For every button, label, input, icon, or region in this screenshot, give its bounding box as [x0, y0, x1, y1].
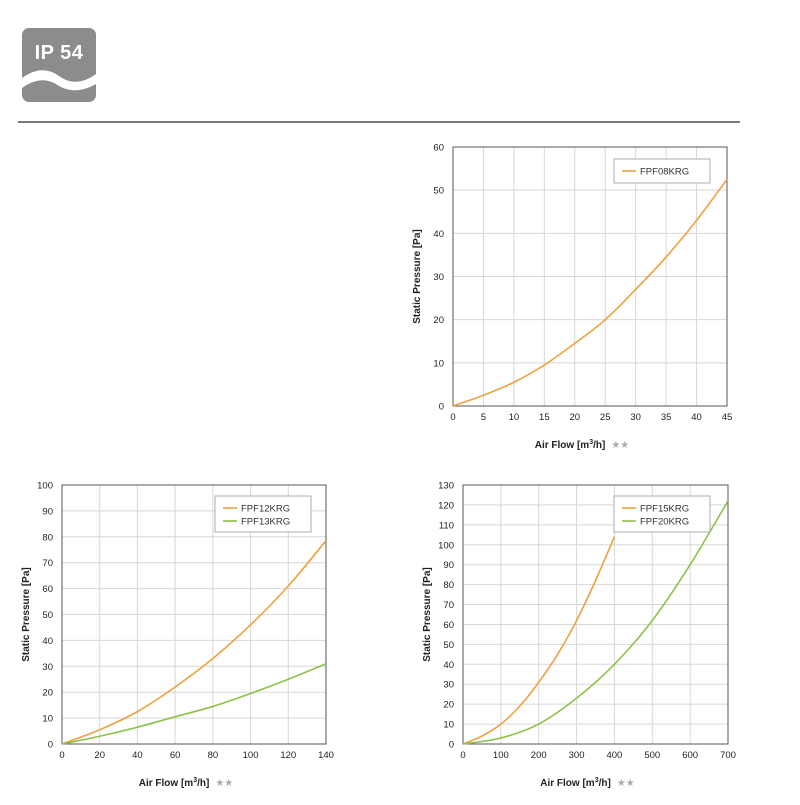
x-axis-label: Air Flow [m3/h] ★★ [540, 777, 635, 789]
y-tick-label: 80 [42, 532, 53, 543]
plot-frame [452, 146, 728, 407]
legend-label: FPF15KRG [640, 504, 689, 515]
wave-icon [22, 70, 96, 91]
y-tick-label: 10 [433, 358, 444, 369]
x-tick-label: 10 [509, 412, 520, 423]
y-tick-label: 70 [42, 558, 53, 569]
series-line-fpf08krg [452, 178, 728, 407]
x-tick-label: 40 [691, 412, 702, 423]
x-tick-label: 0 [460, 750, 465, 761]
y-tick-label: 90 [42, 506, 53, 517]
chart-svg: 0 5 10 15 20 25 30 35 40 45 0 10 20 30 40 50 60 FPF08KRG S… [412, 143, 733, 452]
y-tick-label: 130 [438, 481, 454, 492]
y-tick-label: 100 [438, 540, 454, 551]
y-tick-label: 30 [42, 662, 53, 673]
y-axis-label: Static Pressure [Pa] [21, 567, 32, 662]
series-line-fpf20krg [462, 500, 729, 745]
x-tick-label: 20 [569, 412, 580, 423]
x-axis-label: Air Flow [m3/h] ★★ [139, 777, 234, 789]
y-tick-label: 60 [433, 143, 444, 154]
x-tick-label: 140 [318, 750, 334, 761]
x-tick-label: 60 [170, 750, 181, 761]
y-tick-label: 70 [443, 600, 454, 611]
x-tick-label: 5 [481, 412, 486, 423]
y-tick-label: 40 [443, 660, 454, 671]
x-tick-label: 100 [243, 750, 259, 761]
series-line-fpf13krg [61, 662, 327, 745]
y-tick-label: 10 [42, 714, 53, 725]
series-line-fpf15krg [462, 536, 616, 745]
y-tick-label: 20 [42, 688, 53, 699]
x-tick-label: 80 [208, 750, 219, 761]
y-tick-label: 80 [443, 580, 454, 591]
y-tick-label: 90 [443, 560, 454, 571]
legend-label: FPF13KRG [241, 517, 290, 528]
y-tick-label: 50 [42, 610, 53, 621]
legend-label: FPF12KRG [241, 504, 290, 515]
chart-fpf15-fpf20: 0 100 200 300 400 500 600 700 0 10 20 30 40 50 60 70 80 9… [408, 475, 753, 800]
x-tick-label: 120 [280, 750, 296, 761]
x-tick-label: 45 [722, 412, 733, 423]
legend-box [214, 495, 312, 533]
y-tick-label: 100 [37, 481, 53, 492]
x-tick-label: 600 [682, 750, 698, 761]
y-axis-label: Static Pressure [Pa] [422, 567, 433, 662]
y-axis-label: Static Pressure [Pa] [412, 229, 423, 324]
plot-frame [462, 484, 729, 745]
y-tick-label: 30 [433, 272, 444, 283]
y-tick-label: 20 [433, 315, 444, 326]
chart-svg: 0 20 40 60 80 100 120 140 0 10 20 30 40 50 60 70 80 90 100… [21, 481, 334, 790]
ip-rating-label: IP 54 [34, 42, 84, 64]
y-tick-label: 20 [443, 700, 454, 711]
y-tick-label: 10 [443, 720, 454, 731]
ip-rating-badge: IP 54 [22, 28, 96, 102]
x-tick-label: 700 [720, 750, 736, 761]
y-tick-label: 30 [443, 680, 454, 691]
x-tick-label: 100 [493, 750, 509, 761]
legend-box [613, 495, 711, 533]
y-tick-label: 110 [439, 520, 454, 531]
legend-label: FPF20KRG [640, 517, 689, 528]
x-tick-label: 35 [661, 412, 672, 423]
x-tick-label: 500 [644, 750, 660, 761]
y-tick-label: 50 [443, 640, 454, 651]
x-tick-label: 400 [606, 750, 622, 761]
series-line-fpf12krg [61, 540, 327, 745]
y-tick-label: 0 [449, 740, 454, 751]
plot-frame [61, 484, 327, 745]
x-tick-label: 0 [450, 412, 455, 423]
x-tick-label: 30 [630, 412, 641, 423]
x-tick-label: 25 [600, 412, 611, 423]
y-tick-label: 40 [42, 636, 53, 647]
x-axis-label: Air Flow [m3/h] ★★ [535, 439, 630, 451]
x-tick-label: 20 [94, 750, 105, 761]
y-tick-label: 60 [443, 620, 454, 631]
x-tick-label: 40 [132, 750, 143, 761]
chart-fpf12-fpf13: 0 20 40 60 80 100 120 140 0 10 20 30 40 50 60 70 80 90 100… [10, 475, 355, 800]
header-divider [18, 121, 740, 123]
y-tick-label: 60 [42, 584, 53, 595]
x-tick-label: 15 [539, 412, 550, 423]
legend-label: FPF08KRG [640, 167, 689, 178]
y-tick-label: 0 [48, 740, 53, 751]
chart-svg: 0 100 200 300 400 500 600 700 0 10 20 30 40 50 60 70 80 9… [422, 481, 736, 790]
y-tick-label: 50 [433, 186, 444, 197]
y-tick-label: 120 [438, 500, 454, 511]
x-tick-label: 200 [531, 750, 547, 761]
chart-fpf08: 0 5 10 15 20 25 30 35 40 45 0 10 20 30 40 50 60 FPF08KRG S… [400, 135, 745, 465]
y-tick-label: 40 [433, 229, 444, 240]
x-tick-label: 300 [569, 750, 585, 761]
y-tick-label: 0 [439, 402, 444, 413]
x-tick-label: 0 [59, 750, 64, 761]
